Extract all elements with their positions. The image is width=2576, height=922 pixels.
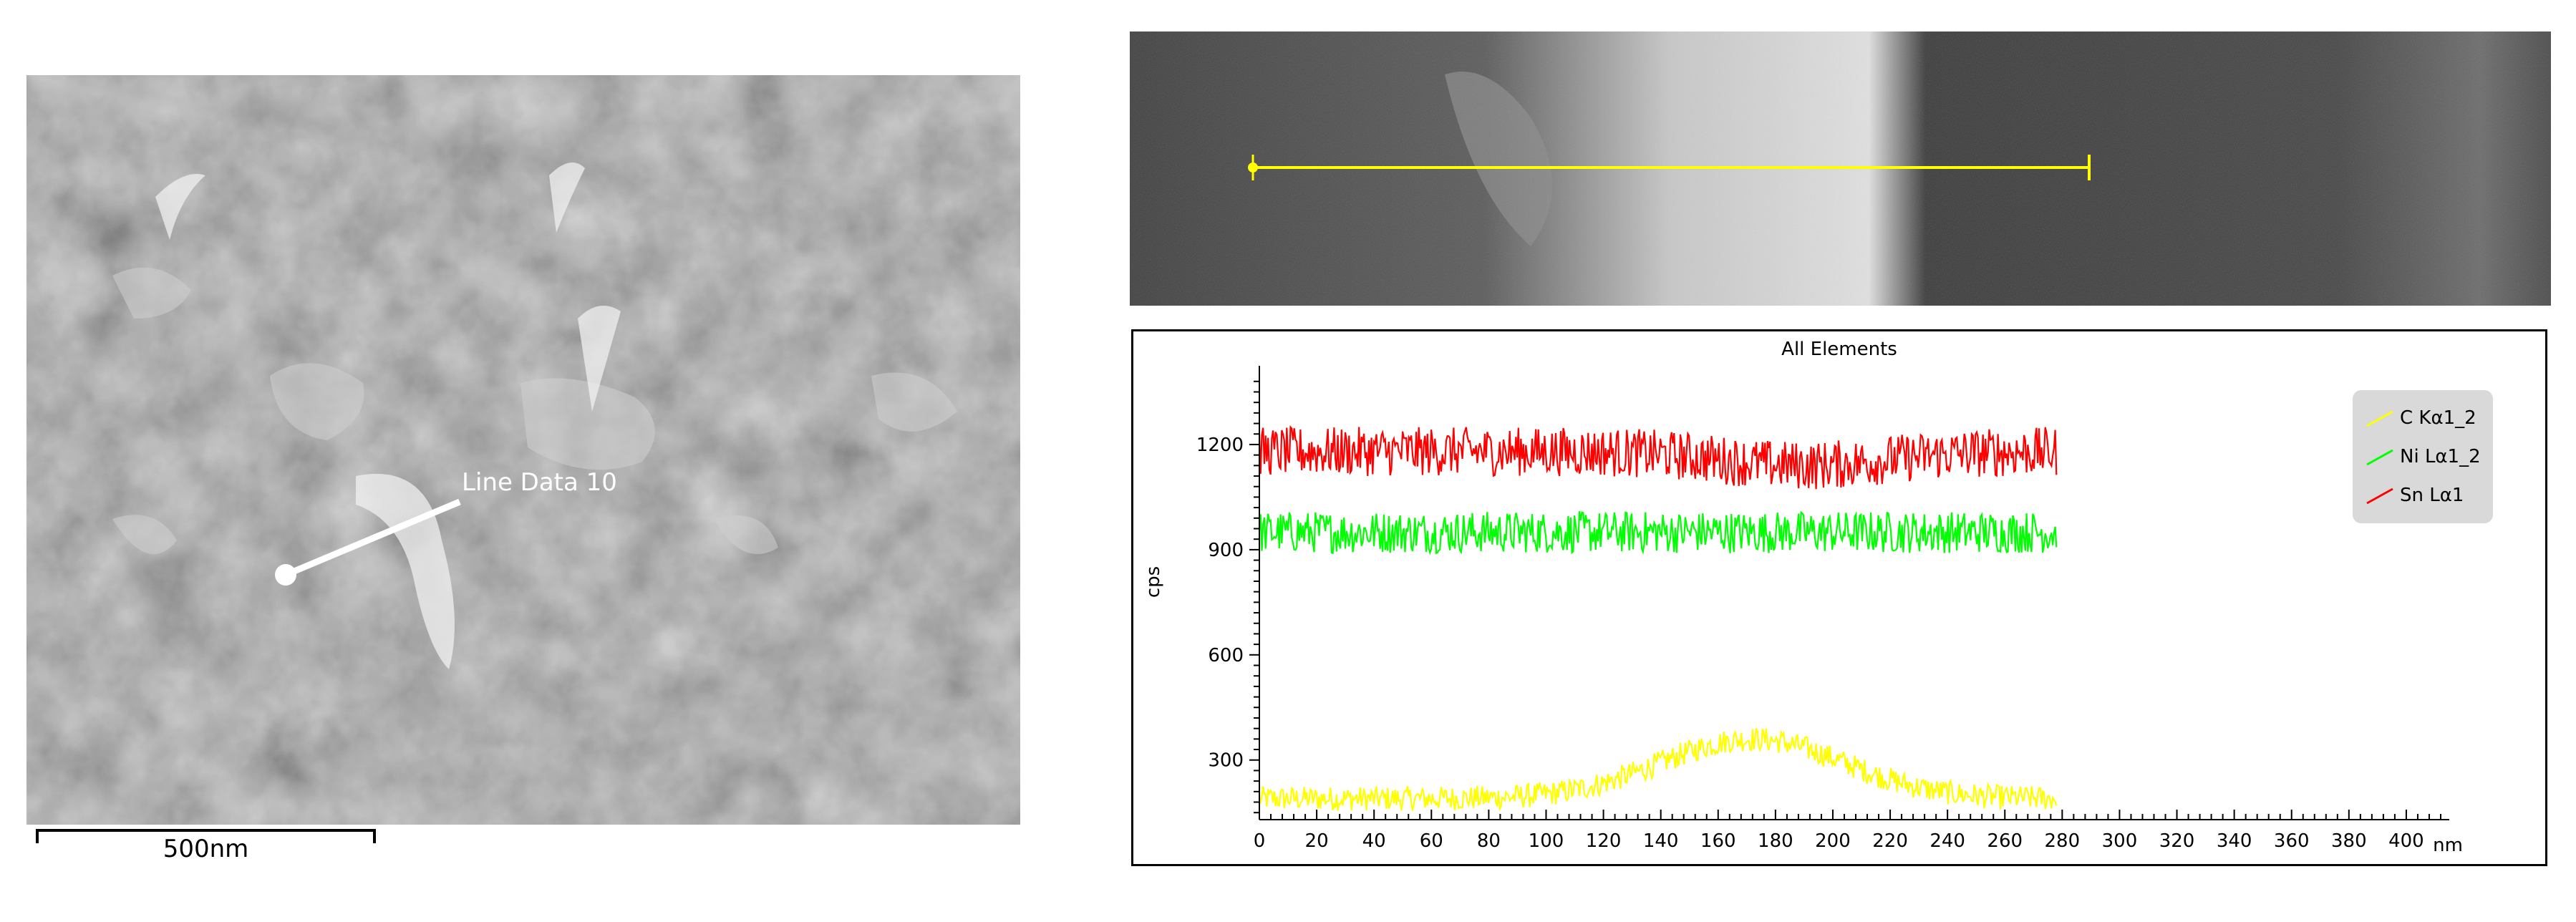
line-scan-marker xyxy=(284,498,461,578)
series-line-c xyxy=(1258,728,2058,812)
legend-label-c: C Kα1_2 xyxy=(2400,407,2476,429)
x-tick-label: 160 xyxy=(1700,830,1736,852)
legend-swatch-ni xyxy=(2366,449,2393,466)
x-tick-label: 80 xyxy=(1477,830,1501,852)
line-data-label: Line Data 10 xyxy=(462,468,617,497)
y-tick-label: 300 xyxy=(1208,750,1244,772)
x-tick-label: 0 xyxy=(1254,830,1266,852)
x-axis-label: nm xyxy=(2433,835,2463,856)
bright-flakes xyxy=(112,267,957,555)
line-profile-chart: All Elements 0 20 40 60 80 100 120 140 160 180 200… xyxy=(1131,329,2547,866)
legend-swatch-sn xyxy=(2366,487,2393,505)
x-tick-label: 220 xyxy=(1872,830,1908,852)
x-tick-label: 300 xyxy=(2102,830,2138,852)
sem-strip-svg xyxy=(1130,31,2551,306)
x-tick-label: 60 xyxy=(1420,830,1443,852)
x-tick-label: 320 xyxy=(2159,830,2195,852)
x-tick-label: 400 xyxy=(2388,830,2424,852)
plot-series-group xyxy=(1258,425,2058,812)
y-tick-label: 900 xyxy=(1208,540,1244,561)
y-tick-label: 1200 xyxy=(1196,435,1244,456)
x-tick-label: 100 xyxy=(1529,830,1564,852)
x-tick-label: 340 xyxy=(2217,830,2252,852)
chart-title: All Elements xyxy=(1781,339,1897,360)
series-line-ni xyxy=(1258,510,2058,555)
legend-item-sn: Sn Lα1 xyxy=(2366,482,2487,510)
legend-swatch-c xyxy=(2366,410,2393,427)
scalebar xyxy=(36,829,376,843)
y-tick-label: 600 xyxy=(1208,645,1244,666)
x-tick-label: 140 xyxy=(1643,830,1679,852)
legend-label-sn: Sn Lα1 xyxy=(2400,485,2464,506)
x-tick-label: 120 xyxy=(1586,830,1622,852)
plot-axes-group: 0 20 40 60 80 100 120 140 160 180 200 220 240 260 280 3… xyxy=(1143,366,2463,856)
x-tick-label: 180 xyxy=(1758,830,1793,852)
x-tick-label: 20 xyxy=(1305,830,1329,852)
x-tick-label: 260 xyxy=(1987,830,2023,852)
x-tick-label: 240 xyxy=(1929,830,1965,852)
x-tick-label: 360 xyxy=(2274,830,2310,852)
legend-label-ni: Ni Lα1_2 xyxy=(2400,446,2481,467)
scalebar-label: 500nm xyxy=(163,835,249,863)
legend-item-ni: Ni Lα1_2 xyxy=(2366,443,2487,472)
sem-linescan-strip xyxy=(1130,31,2551,306)
series-line-sn xyxy=(1258,425,2058,490)
x-tick-label: 200 xyxy=(1815,830,1851,852)
bright-fibers xyxy=(155,162,621,669)
sem-micrograph: Line Data 10 xyxy=(26,75,1020,825)
line-scan-start-dot xyxy=(275,564,296,586)
x-tick-label: 280 xyxy=(2045,830,2081,852)
sem-micrograph-svg: Line Data 10 xyxy=(26,75,1020,825)
legend-item-c: C Kα1_2 xyxy=(2366,404,2487,433)
chart-legend: C Kα1_2 Ni Lα1_2 Sn Lα1 xyxy=(2353,390,2493,523)
chart-plot: 0 20 40 60 80 100 120 140 160 180 200 220 240 260 280 3… xyxy=(1143,366,2463,856)
y-axis-label: cps xyxy=(1143,566,1164,598)
x-tick-label: 380 xyxy=(2331,830,2367,852)
x-tick-label: 40 xyxy=(1362,830,1386,852)
